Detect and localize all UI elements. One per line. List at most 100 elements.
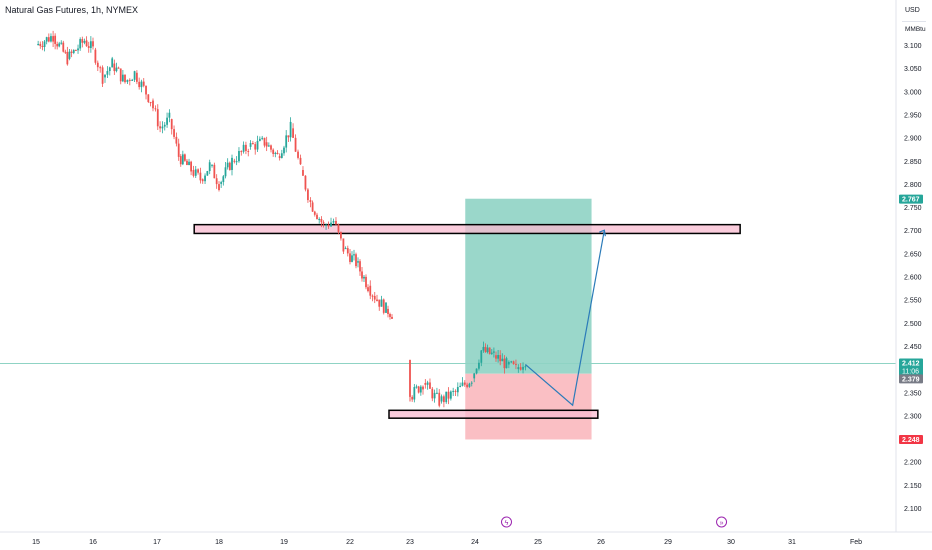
candle: [422, 386, 424, 390]
candle: [440, 396, 443, 402]
candle: [461, 382, 464, 386]
candle: [311, 202, 314, 212]
candle: [411, 396, 414, 400]
candle: [50, 36, 52, 42]
candle: [92, 41, 94, 47]
candle: [117, 67, 120, 69]
candle: [309, 200, 312, 202]
candle: [37, 43, 40, 45]
candle: [101, 67, 104, 84]
candle: [267, 145, 270, 147]
candle: [473, 373, 476, 379]
candle: [389, 313, 391, 317]
candle: [327, 224, 330, 227]
price-badge-stop-label: 2.248: [902, 437, 920, 444]
candle: [322, 222, 325, 224]
candle: [170, 119, 173, 130]
candle: [251, 143, 254, 145]
candle: [431, 388, 434, 399]
candle: [307, 189, 309, 201]
candle: [258, 138, 261, 141]
candle: [449, 391, 452, 399]
candle: [83, 41, 86, 43]
candle: [115, 67, 118, 72]
candle: [58, 43, 61, 47]
candle: [179, 156, 182, 165]
y-tick-label: 2.850: [904, 159, 922, 166]
candle: [208, 162, 211, 172]
candle: [316, 214, 318, 220]
candle: [201, 179, 204, 182]
candle: [517, 367, 520, 370]
candle: [270, 145, 272, 150]
candle: [442, 396, 445, 403]
lightning-icon-glyph: ϟ: [505, 520, 509, 527]
candle: [332, 220, 335, 223]
candle: [186, 160, 188, 166]
candle: [376, 299, 378, 301]
x-tick-label: 15: [32, 539, 40, 546]
candle: [119, 68, 122, 82]
loss-zone: [465, 373, 592, 440]
y-tick-label: 2.100: [904, 506, 922, 513]
candle: [294, 137, 297, 152]
candle: [417, 386, 420, 393]
price-badge-stop: [899, 434, 923, 444]
candle: [351, 255, 353, 262]
unit-label[interactable]: MMBtu: [905, 26, 926, 33]
candle: [475, 368, 478, 374]
candle: [493, 351, 495, 353]
candle: [215, 178, 218, 185]
candle: [154, 108, 157, 110]
candle: [181, 154, 184, 165]
y-tick-label: 2.550: [904, 298, 922, 305]
candle: [168, 112, 171, 118]
candle: [56, 43, 59, 47]
candle: [145, 85, 147, 95]
candle: [490, 352, 493, 354]
symbol-title[interactable]: Natural Gas Futures, 1h, NYMEX: [5, 5, 139, 15]
candle: [240, 151, 243, 153]
candle: [299, 157, 302, 165]
candle: [501, 358, 504, 362]
candle: [522, 366, 524, 370]
candle: [452, 390, 455, 392]
candle: [135, 72, 138, 82]
currency-label[interactable]: USD: [905, 7, 920, 14]
y-tick-label: 2.750: [904, 205, 922, 212]
candle: [149, 101, 152, 104]
candle: [54, 35, 57, 44]
candle: [133, 71, 136, 80]
price-badge-target-label: 2.767: [902, 197, 920, 204]
y-tick-label: 3.100: [904, 43, 922, 50]
x-tick-label: 18: [215, 539, 223, 546]
candle: [459, 385, 462, 388]
candle: [325, 224, 327, 226]
candle: [463, 382, 466, 385]
candle: [519, 367, 522, 370]
candle: [436, 392, 438, 394]
candle: [52, 36, 54, 42]
candle: [415, 386, 418, 388]
candle: [482, 346, 485, 351]
price-badge-current-countdown: 11:06: [902, 369, 919, 376]
candle: [242, 144, 245, 152]
candle: [378, 299, 381, 307]
candle: [45, 37, 48, 42]
candle: [204, 175, 206, 182]
candle: [177, 143, 180, 157]
candle: [373, 295, 376, 300]
candle: [302, 170, 304, 176]
candle: [194, 169, 197, 176]
candle: [226, 162, 229, 168]
candle: [121, 74, 124, 82]
candle: [280, 153, 283, 158]
candle: [337, 224, 340, 232]
candle: [385, 302, 387, 313]
candle: [263, 137, 266, 146]
candle: [106, 71, 109, 75]
y-tick-label: 2.650: [904, 251, 922, 258]
price-badge-entry-label: 2.379: [902, 376, 920, 383]
